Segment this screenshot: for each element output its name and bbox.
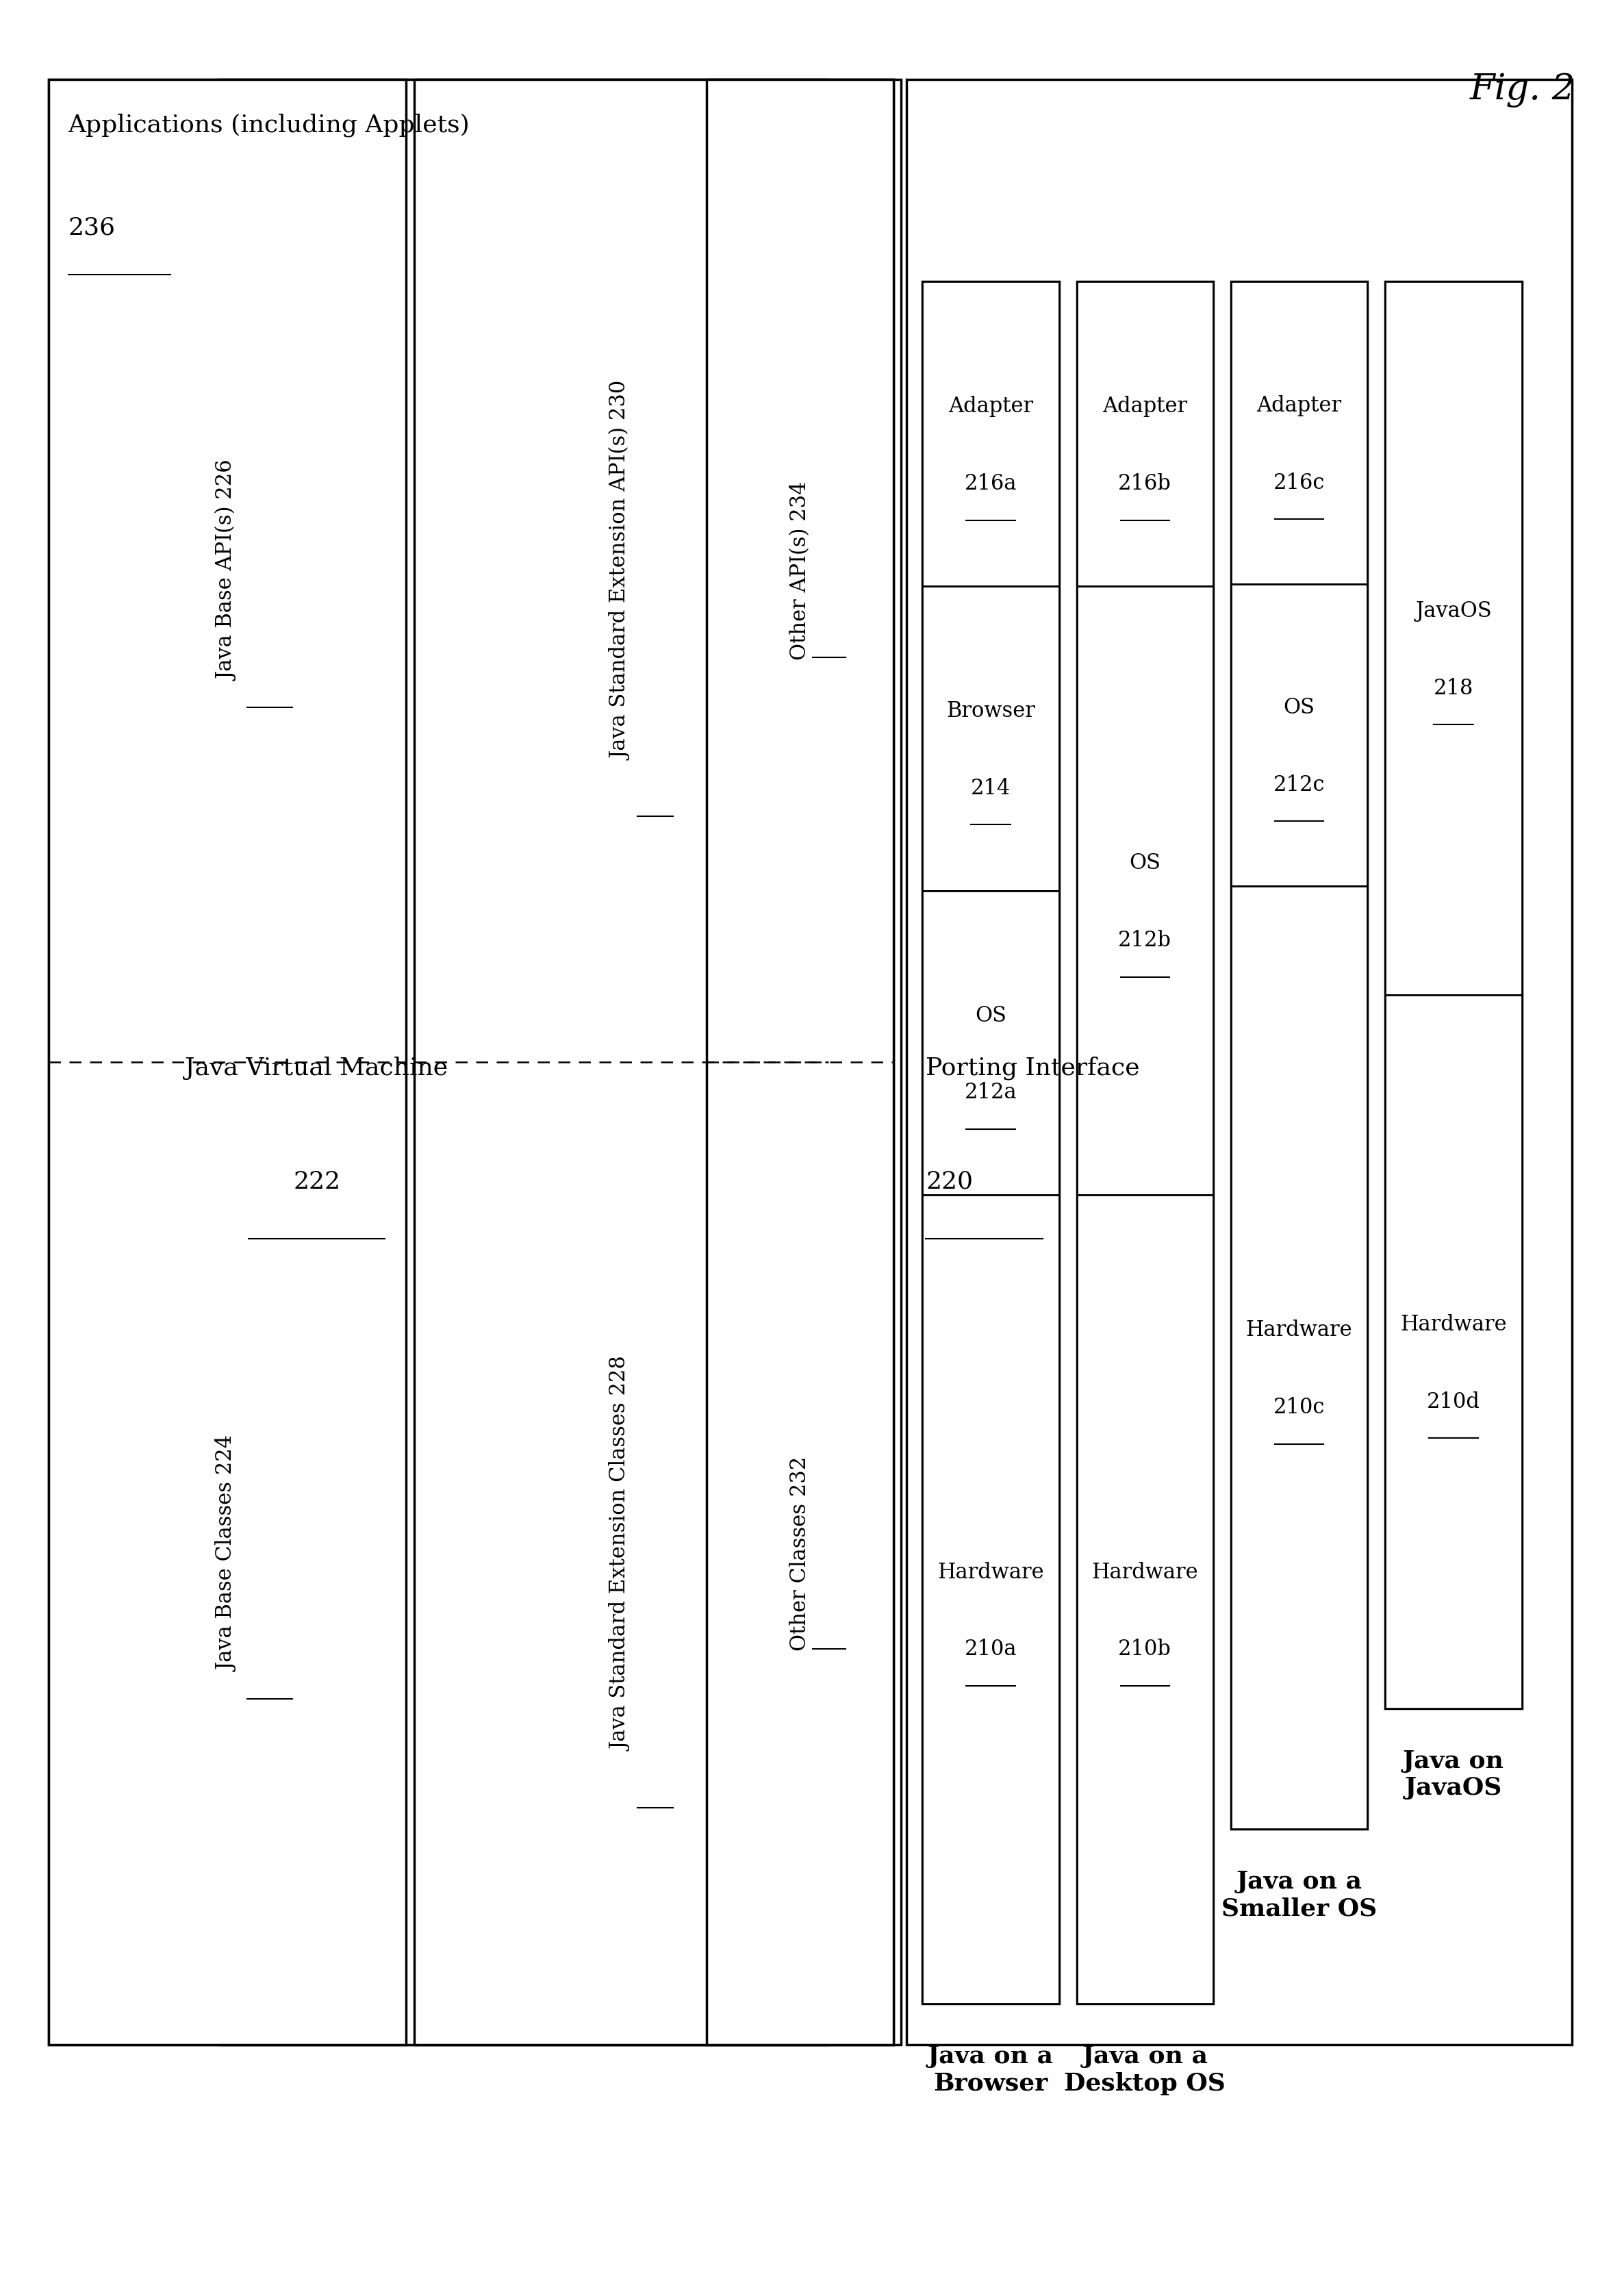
Text: OS: OS	[1283, 698, 1315, 718]
Text: Java Standard Extension API(s) 230: Java Standard Extension API(s) 230	[611, 382, 632, 761]
Text: Java on a
Browser: Java on a Browser	[927, 2045, 1054, 2095]
Text: Other API(s) 234: Other API(s) 234	[789, 482, 810, 661]
Text: 222: 222	[292, 1170, 341, 1193]
Text: 210c: 210c	[1273, 1397, 1325, 1418]
Text: 216a: 216a	[965, 473, 1017, 495]
Text: Hardware: Hardware	[1246, 1320, 1353, 1340]
Text: Browser: Browser	[947, 700, 1034, 722]
Text: Java Standard Extension Classes 228: Java Standard Extension Classes 228	[611, 1356, 632, 1752]
Bar	[49, 80, 901, 2045]
Bar	[906, 80, 1572, 2045]
Text: Java on a
Desktop OS: Java on a Desktop OS	[1064, 2045, 1226, 2095]
Text: 212b: 212b	[1119, 929, 1171, 952]
Bar	[1077, 282, 1213, 2004]
Text: Java on
JavaOS: Java on JavaOS	[1403, 1749, 1504, 1799]
Text: JavaOS: JavaOS	[1415, 600, 1492, 623]
Text: Java Virtual Machine: Java Virtual Machine	[185, 1056, 448, 1079]
Text: Java Base API(s) 226: Java Base API(s) 226	[216, 461, 239, 682]
Text: 212c: 212c	[1273, 775, 1325, 795]
Text: 214: 214	[971, 777, 1010, 800]
Bar	[706, 80, 893, 2045]
Bar	[1077, 282, 1213, 586]
Bar	[922, 586, 1059, 891]
Text: 212a: 212a	[965, 1081, 1017, 1104]
Text: Hardware: Hardware	[1400, 1313, 1507, 1336]
Bar	[1231, 886, 1367, 1829]
Text: Java on a
Smaller OS: Java on a Smaller OS	[1221, 1870, 1377, 1920]
Text: OS: OS	[974, 1004, 1007, 1027]
Text: OS: OS	[1129, 852, 1161, 875]
Bar	[1385, 282, 1522, 995]
Text: 218: 218	[1434, 677, 1473, 700]
Bar	[1231, 584, 1367, 886]
Text: 216b: 216b	[1119, 473, 1171, 495]
Bar	[1231, 282, 1367, 1829]
Text: 236: 236	[68, 216, 115, 239]
Bar	[1231, 282, 1367, 584]
Text: Hardware: Hardware	[937, 1561, 1044, 1584]
Bar	[1077, 1195, 1213, 2004]
Bar	[922, 282, 1059, 2004]
Bar	[219, 80, 893, 2045]
Bar	[1385, 282, 1522, 1709]
Text: 210a: 210a	[965, 1638, 1017, 1661]
Bar	[922, 282, 1059, 586]
Bar	[414, 80, 828, 2045]
Text: 210d: 210d	[1427, 1390, 1479, 1413]
Bar	[922, 891, 1059, 1195]
Text: Adapter: Adapter	[1103, 395, 1187, 418]
Text: Applications (including Applets): Applications (including Applets)	[68, 114, 469, 136]
Text: 210b: 210b	[1119, 1638, 1171, 1661]
Text: 216c: 216c	[1273, 473, 1325, 493]
Text: Adapter: Adapter	[1257, 395, 1341, 416]
Bar	[922, 1195, 1059, 2004]
Bar	[1385, 995, 1522, 1709]
Bar	[1077, 586, 1213, 1195]
Text: Other Classes 232: Other Classes 232	[789, 1456, 810, 1652]
Text: Java Base Classes 224: Java Base Classes 224	[216, 1436, 239, 1672]
Text: Adapter: Adapter	[948, 395, 1033, 418]
Text: Hardware: Hardware	[1091, 1561, 1199, 1584]
Text: Fig. 2: Fig. 2	[1470, 73, 1575, 107]
Text: 220: 220	[926, 1170, 973, 1193]
Text: Porting Interface: Porting Interface	[926, 1056, 1140, 1079]
Bar	[49, 80, 406, 2045]
